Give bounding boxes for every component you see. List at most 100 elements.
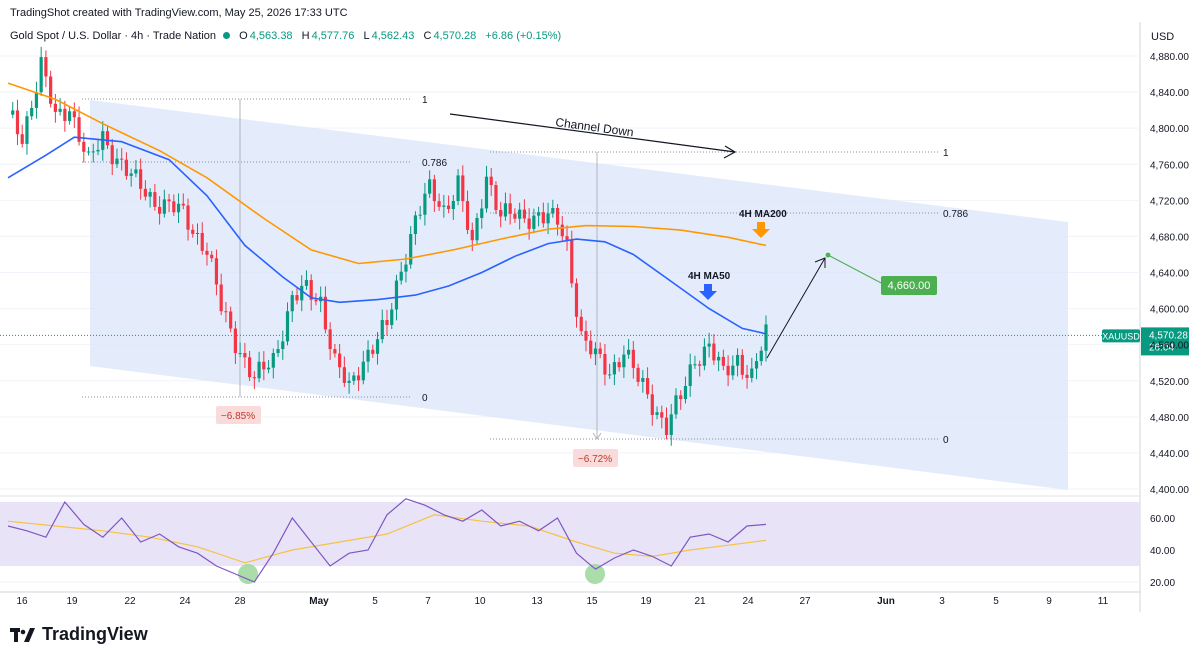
candle-up — [693, 364, 697, 366]
candle-down — [432, 179, 436, 202]
candle-up — [266, 367, 271, 370]
ma200-arrow-icon — [752, 222, 770, 238]
candle-down — [181, 203, 185, 206]
candle-down — [371, 349, 375, 354]
candle-up — [390, 309, 394, 326]
candle-down — [53, 103, 57, 112]
axes: 4,880.00 4,840.00 4,800.00 4,760.00 4,720.00… — [16, 52, 1189, 607]
candle-down — [248, 357, 252, 378]
candle-down — [494, 185, 498, 211]
candle-down — [191, 229, 195, 234]
projection-arrow — [766, 257, 826, 359]
candle-up — [641, 377, 645, 382]
candle-down — [252, 377, 256, 379]
candle-down — [527, 218, 531, 229]
candle-down — [712, 343, 716, 361]
candle-down — [721, 356, 725, 366]
change-value: +6.86 (+0.15%) — [485, 30, 562, 42]
candle-down — [631, 349, 635, 368]
candle-down — [565, 236, 569, 241]
price-tag-countdown: 26:04 — [1149, 342, 1174, 353]
rsi-pane — [0, 498, 1140, 584]
candle-down — [205, 250, 209, 255]
candle-down — [186, 205, 190, 230]
candle-up — [409, 234, 413, 265]
channel-layer — [90, 100, 1068, 490]
rsi-ma-line — [7, 514, 767, 564]
time-tick-label: Jun — [877, 596, 895, 607]
ma50-label: 4H MA50 — [688, 271, 731, 282]
candle-down — [200, 232, 204, 251]
candle-up — [11, 110, 15, 115]
currency-label: USD — [1151, 31, 1174, 43]
brand-name: TradingView — [42, 624, 148, 644]
candle-down — [579, 316, 583, 332]
candle-down — [110, 145, 114, 165]
rsi-oversold-marker-2 — [585, 564, 605, 584]
price-tag — [1141, 327, 1189, 356]
low-value: 4,562.43 — [371, 30, 415, 42]
candle-up — [115, 158, 119, 165]
candle-up — [532, 215, 536, 229]
time-tick-label: 11 — [1098, 596, 1109, 607]
candle-down — [698, 364, 702, 366]
candle-down — [139, 169, 143, 189]
range-measure-b-arrow — [592, 432, 602, 440]
candle-up — [399, 271, 403, 281]
candle-up — [195, 232, 200, 234]
open-label: O — [239, 30, 248, 42]
tradingview-logo-icon — [10, 627, 35, 642]
candle-up — [413, 215, 418, 235]
rsi-oversold-marker-1 — [238, 564, 258, 584]
candle-down — [465, 201, 470, 230]
tradingview-brand[interactable]: TradingView — [10, 624, 148, 645]
candle-up — [731, 365, 735, 376]
candle-up — [484, 176, 489, 209]
candle-up — [347, 380, 351, 383]
candle-up — [707, 343, 711, 347]
candles — [11, 46, 768, 446]
fib-a-bottom-label: 0 — [422, 393, 428, 404]
candle-down — [461, 175, 465, 202]
symbol-title[interactable]: Gold Spot / U.S. Dollar · 4h · Trade Nat… — [10, 30, 217, 42]
price-tick-label: 4,880.00 — [1150, 52, 1189, 63]
candle-down — [499, 210, 503, 217]
ma50-line — [7, 136, 767, 335]
candle-down — [323, 296, 328, 330]
candle-up — [39, 57, 43, 93]
candle-down — [77, 117, 81, 142]
candle-up — [717, 356, 721, 361]
time-tick-label: 15 — [586, 596, 598, 607]
price-tick-label: 4,840.00 — [1150, 88, 1189, 99]
candle-down — [63, 108, 67, 121]
candle-up — [67, 111, 72, 121]
candle-up — [257, 361, 261, 379]
price-tick-label: 4,760.00 — [1150, 160, 1189, 171]
drop-label-1: −6.85% — [221, 411, 255, 422]
moving-averages — [7, 82, 767, 335]
candle-up — [271, 353, 275, 368]
candle-down — [574, 283, 579, 317]
time-tick-label: 19 — [640, 596, 652, 607]
candle-down — [338, 353, 342, 368]
channel-label: Channel Down — [555, 115, 635, 139]
candle-down — [124, 159, 129, 176]
high-label: H — [301, 30, 310, 42]
candle-up — [428, 179, 432, 194]
candle-up — [537, 212, 541, 216]
candle-up — [759, 350, 763, 362]
projection-arrow-head — [814, 257, 826, 268]
ma50-arrow-icon — [699, 284, 717, 300]
candle-down — [243, 353, 247, 358]
candle-down — [446, 205, 451, 210]
candle-up — [674, 395, 678, 415]
candle-down — [309, 280, 313, 300]
candle-down — [679, 395, 683, 400]
rsi-band — [0, 502, 1140, 566]
candle-down — [740, 354, 744, 375]
time-tick-label: 7 — [425, 596, 431, 607]
time-tick-label: 13 — [531, 596, 543, 607]
candle-down — [158, 206, 162, 214]
price-tick-label: 4,720.00 — [1150, 196, 1189, 207]
